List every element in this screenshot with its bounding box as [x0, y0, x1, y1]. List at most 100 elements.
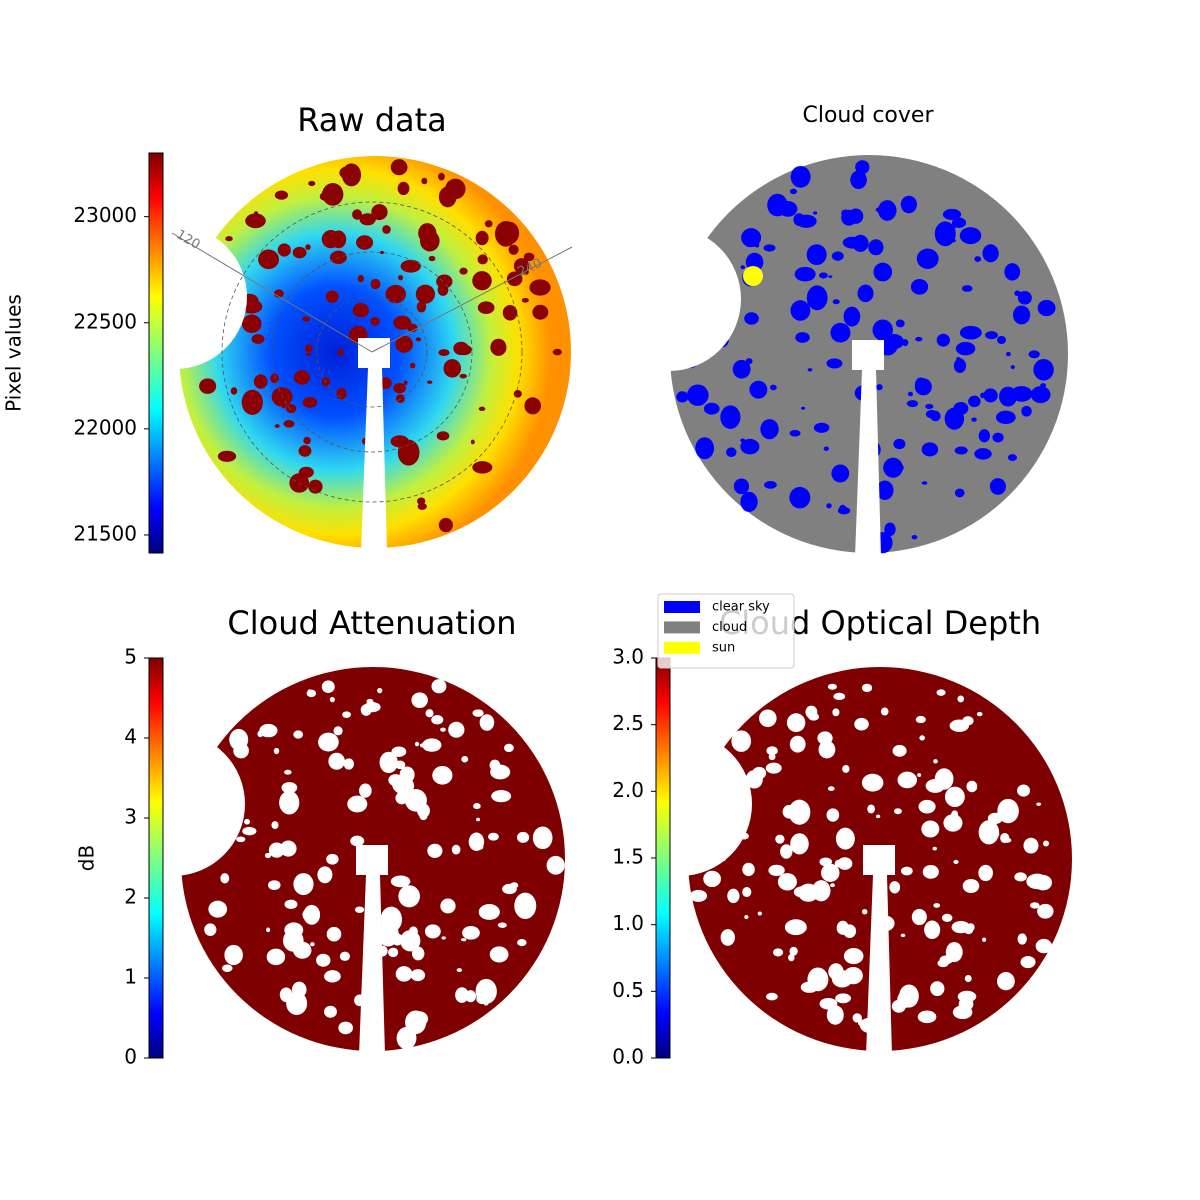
- sky-blob: [731, 730, 752, 752]
- pedestal: [852, 340, 884, 370]
- sky-blob: [982, 244, 999, 263]
- sky-blob: [441, 936, 446, 940]
- sky-blob: [955, 341, 976, 356]
- sky-blob: [813, 422, 830, 433]
- sky-blob: [1037, 903, 1054, 919]
- sky-blob: [850, 170, 867, 190]
- sky-blob: [875, 384, 883, 391]
- sky-blob: [740, 491, 758, 512]
- sky-blob: [489, 946, 509, 963]
- horizon-mask: [101, 732, 245, 876]
- sky-blob: [921, 820, 940, 838]
- sky-blob: [525, 908, 534, 914]
- sky-blob: [744, 239, 752, 247]
- sky-blob: [964, 974, 972, 983]
- pedestal: [358, 338, 390, 368]
- sky-blob: [968, 395, 981, 408]
- sky-blob: [425, 709, 434, 718]
- sky-blob: [911, 535, 918, 540]
- sky-blob: [331, 230, 347, 249]
- sky-blob: [806, 244, 827, 266]
- sky-blob: [806, 285, 828, 311]
- sky-blob: [273, 747, 280, 755]
- sky-blob: [1014, 872, 1027, 882]
- sky-blob: [826, 808, 840, 822]
- sky-blob: [388, 947, 399, 958]
- sky-blob: [925, 403, 934, 410]
- sky-blob: [957, 695, 965, 703]
- sky-blob: [398, 885, 420, 908]
- sky-blob: [1017, 933, 1027, 945]
- sky-blob: [794, 266, 816, 282]
- sky-blob: [893, 808, 902, 815]
- sky-blob: [1017, 784, 1031, 797]
- sky-blob: [727, 888, 740, 904]
- sky-blob: [1035, 938, 1053, 954]
- sky-blob: [225, 236, 233, 242]
- sky-blob: [1036, 802, 1042, 806]
- sky-blob: [440, 727, 446, 732]
- sky-blob: [941, 913, 953, 923]
- sky-blob: [695, 437, 715, 460]
- sky-blob: [720, 929, 735, 946]
- sky-blob: [768, 753, 776, 761]
- sky-blob: [834, 859, 843, 868]
- sky-blob: [843, 947, 864, 965]
- sky-blob: [400, 930, 421, 952]
- pedestal-arm: [359, 875, 385, 1055]
- sky-blob: [954, 446, 968, 455]
- sky-blob: [832, 299, 840, 305]
- sky-blob: [930, 981, 945, 996]
- colorbar-tick-label: 0.5: [612, 978, 644, 1002]
- sky-blob: [465, 990, 476, 1003]
- horizon-mask: [683, 829, 695, 879]
- sky-blob: [1020, 956, 1036, 969]
- sky-blob: [385, 284, 406, 304]
- sky-blob: [953, 401, 969, 415]
- sky-blob: [883, 334, 904, 350]
- sky-blob: [835, 827, 855, 850]
- legend-swatch: [664, 641, 700, 654]
- sky-blob: [686, 384, 709, 406]
- sky-blob: [310, 942, 315, 947]
- sky-blob: [359, 783, 372, 798]
- sky-blob: [264, 852, 272, 859]
- sky-blob: [980, 392, 986, 399]
- legend-label: cloud: [712, 620, 747, 635]
- sky-blob: [330, 250, 347, 264]
- sky-blob: [459, 267, 468, 275]
- sky-blob: [971, 417, 977, 422]
- sky-blob: [305, 244, 311, 250]
- sky-blob: [831, 970, 853, 988]
- sky-blob: [775, 834, 785, 844]
- sky-blob: [338, 1021, 354, 1035]
- sky-blob: [827, 683, 837, 690]
- sky-blob: [432, 765, 453, 785]
- sky-blob: [370, 317, 380, 326]
- sky-blob: [978, 429, 991, 443]
- sky-blob: [403, 380, 408, 385]
- sky-blob: [826, 503, 832, 509]
- sky-blob: [293, 730, 304, 739]
- sky-blob: [922, 864, 939, 879]
- sky-blob: [455, 987, 469, 1003]
- sky-blob: [224, 944, 243, 966]
- sky-blob: [475, 978, 497, 1004]
- panel-title: Cloud Attenuation: [227, 604, 516, 642]
- sky-blob: [241, 389, 263, 415]
- sky-blob: [286, 991, 308, 1016]
- sky-blob: [438, 172, 445, 181]
- sky-blob: [767, 193, 788, 217]
- sky-blob: [281, 782, 298, 794]
- sky-blob: [740, 265, 746, 270]
- sky-blob: [339, 165, 359, 180]
- sky-blob: [976, 711, 983, 717]
- colorbar-label: Pixel values: [2, 294, 26, 412]
- sky-blob: [861, 683, 873, 693]
- sky-blob: [732, 359, 751, 379]
- sky-blob: [298, 445, 312, 457]
- sky-blob: [422, 738, 442, 752]
- sky-blob: [303, 904, 321, 925]
- colorbar-tick-label: 1.0: [612, 911, 644, 935]
- sky-blob: [992, 432, 1004, 443]
